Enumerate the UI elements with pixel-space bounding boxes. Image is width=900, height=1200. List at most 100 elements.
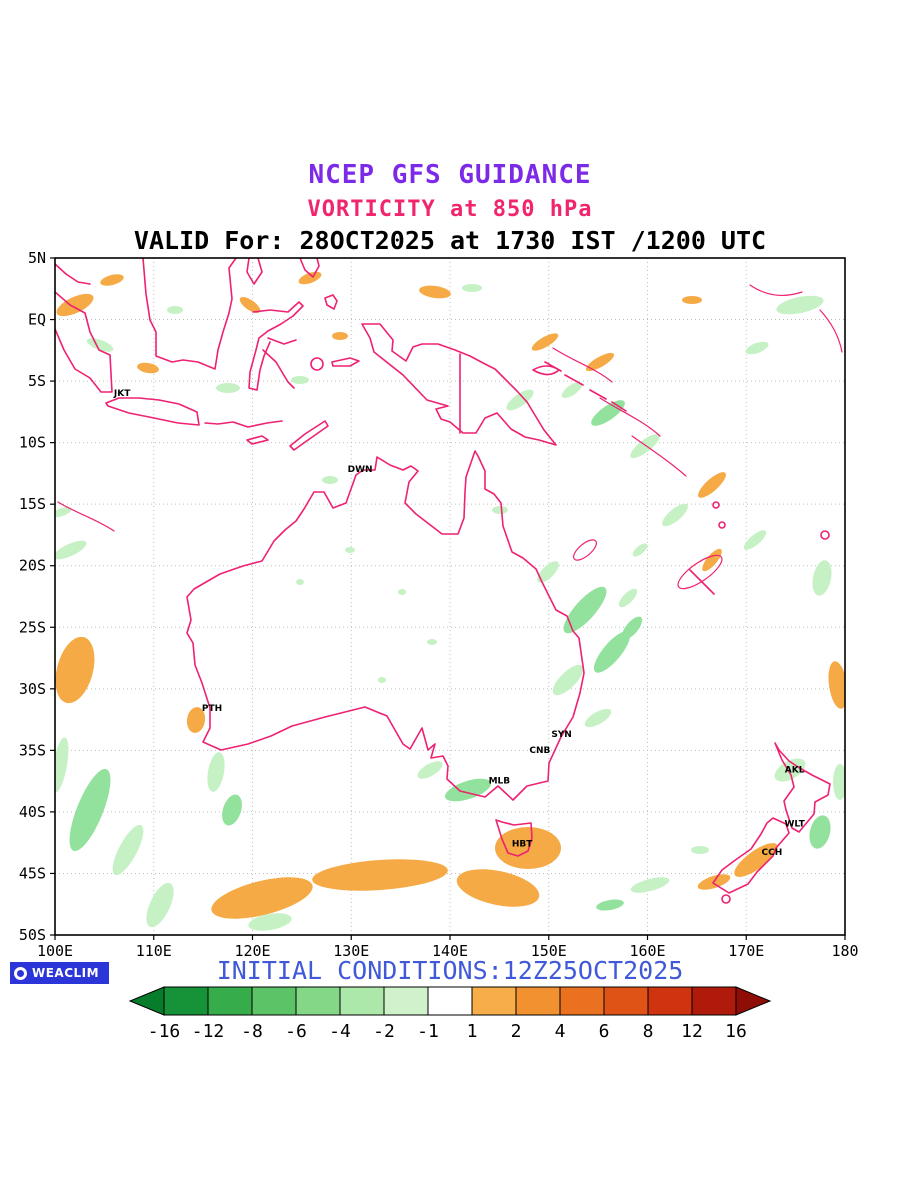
colorbar-label: -4 [329, 1021, 351, 1042]
vorticity-patch [745, 341, 769, 355]
initial-conditions-line: INITIAL CONDITIONS:12Z25OCT2025 [216, 956, 684, 985]
vanuatu-island2 [718, 521, 726, 529]
vorticity-patch [585, 352, 615, 372]
lon-tick-label: 110E [136, 942, 172, 960]
weaclim-logo-text: WEACLIM [32, 966, 100, 980]
sulawesi-arm [262, 349, 295, 389]
lat-tick-label: 15S [19, 495, 46, 513]
vorticity-patch [662, 503, 688, 527]
station-label-cnb: CNB [529, 746, 550, 756]
vorticity-patch [776, 295, 824, 315]
vorticity-shading [55, 271, 845, 931]
australia-coastline [186, 450, 585, 801]
lat-tick-label: 50S [19, 926, 46, 944]
vorticity-patch [462, 284, 482, 292]
philippines-fragment [299, 258, 320, 278]
malay-coastline [55, 263, 91, 285]
lat-tick-label: 45S [19, 864, 46, 882]
vorticity-patch [298, 271, 322, 285]
vorticity-patch [427, 639, 437, 645]
lat-tick-label: 30S [19, 680, 46, 698]
station-label-cch: CCH [762, 848, 783, 858]
colorbar-label: -6 [285, 1021, 307, 1042]
plot-border [54, 257, 846, 936]
colorbar-segment [339, 986, 385, 1016]
nz-south-island-coastline [712, 817, 790, 894]
colorbar-segment [559, 986, 605, 1016]
weaclim-logo: WEACLIM [10, 962, 110, 984]
colorbar-label: -12 [192, 1021, 225, 1042]
vorticity-patch [492, 506, 508, 514]
lat-tick-label: EQ [28, 311, 46, 329]
station-label-hbt: HBT [512, 839, 533, 849]
colorbar-segment [207, 986, 253, 1016]
vorticity-patch [55, 737, 69, 793]
buru-coastline [310, 357, 324, 371]
vorticity-patch [618, 588, 638, 608]
lon-tick-label: 180 [831, 942, 858, 960]
page-title: NCEP GFS GUIDANCE [308, 160, 592, 190]
coastlines [55, 258, 831, 904]
station-label-dwn: DWN [348, 465, 373, 475]
vorticity-patch [69, 768, 111, 852]
colorbar-segment [295, 986, 341, 1016]
vorticity-patch [561, 381, 583, 399]
vorticity-patch [378, 677, 386, 683]
colorbar-segment [515, 986, 561, 1016]
vorticity-patch [296, 579, 304, 585]
vorticity-patch [734, 843, 778, 877]
sumba-coastline [246, 435, 269, 445]
colorbar-segment [647, 986, 693, 1016]
vorticity-patch [137, 362, 159, 374]
seram-coastline [331, 357, 360, 367]
stewart-island-coastline [721, 894, 731, 904]
vorticity-patch [100, 274, 124, 286]
vorticity-patch [211, 877, 313, 919]
vorticity-patch [248, 913, 292, 931]
vorticity-patch [112, 824, 144, 876]
vorticity-patch [630, 877, 670, 893]
vorticity-contour [573, 539, 597, 561]
grid-layer [54, 257, 846, 936]
colorbar-label: 6 [599, 1021, 610, 1042]
new-guinea-coastline [361, 323, 557, 446]
vorticity-contours [57, 284, 843, 590]
vorticity-patch [417, 761, 443, 779]
colorbar-segment [691, 986, 737, 1016]
vorticity-contour [552, 347, 613, 383]
vorticity-patch [291, 376, 309, 384]
colorbar-arrow-right [735, 986, 772, 1016]
vorticity-patch [239, 296, 261, 314]
vorticity-patch [621, 616, 643, 640]
colorbar-label: -2 [373, 1021, 395, 1042]
java-coastline [105, 397, 200, 426]
vorticity-patch [591, 400, 625, 426]
lon-tick-label: 130E [333, 942, 369, 960]
lesser-sunda-coastline [204, 420, 283, 428]
lon-tick-label: 140E [432, 942, 468, 960]
solomons-chain [544, 361, 627, 412]
colorbar-label: -1 [417, 1021, 439, 1042]
lat-tick-label: 10S [19, 434, 46, 452]
vorticity-patch [207, 752, 225, 792]
vorticity-patch [216, 383, 240, 393]
vorticity-patch [812, 560, 832, 596]
vorticity-patch [167, 306, 183, 314]
sulawesi-arm2 [267, 337, 297, 345]
vorticity-patch [495, 827, 561, 869]
vorticity-patch [345, 547, 355, 553]
vorticity-patch [537, 561, 559, 583]
colorbar-label: -16 [148, 1021, 181, 1042]
valid-time-line: VALID For: 28OCT2025 at 1730 IST /1200 U… [133, 226, 767, 255]
colorbar-segment [471, 986, 517, 1016]
vorticity-patch [186, 707, 206, 733]
vorticity-patch [584, 708, 612, 728]
vanuatu-island [712, 501, 720, 509]
chart-subtitle: VORTICITY at 850 hPa [307, 197, 593, 222]
lon-tick-label: 170E [728, 942, 764, 960]
lon-tick-label: 120E [234, 942, 270, 960]
lon-tick-label: 100E [37, 942, 73, 960]
